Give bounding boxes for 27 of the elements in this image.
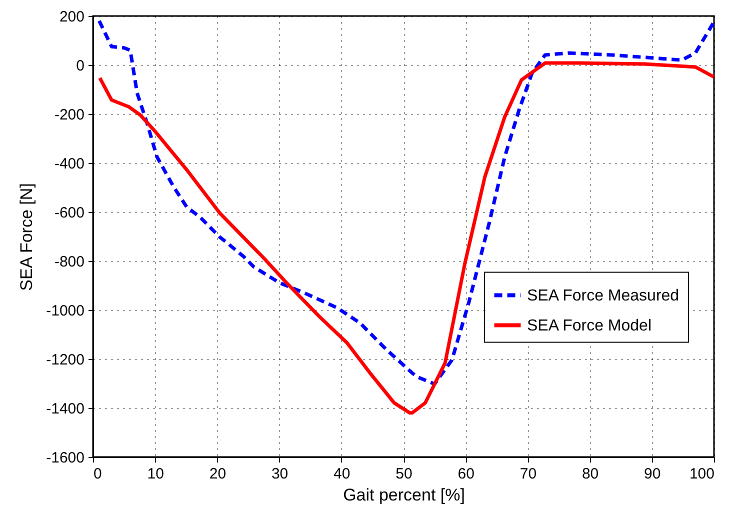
- x-tick-label: 0: [94, 466, 102, 482]
- x-tick-label: 40: [334, 466, 350, 482]
- line-series: [98, 61, 716, 415]
- y-tick-label: -1200: [46, 352, 84, 368]
- x-axis-title: Gait percent [%]: [343, 486, 465, 504]
- x-tick-label: 80: [582, 466, 599, 482]
- legend-label: SEA Force Measured: [527, 287, 680, 304]
- y-tick-label: -1000: [46, 302, 84, 320]
- legend-label: SEA Force Model: [527, 317, 652, 334]
- x-tick-label: 60: [458, 466, 474, 482]
- y-tick-label: -800: [54, 254, 84, 270]
- y-tick-label: 0: [76, 58, 84, 74]
- x-tick-label: 100: [689, 466, 714, 482]
- y-tick-label: -200: [54, 106, 84, 124]
- x-tick-label: 90: [644, 466, 661, 482]
- y-tick-label: -400: [54, 156, 84, 172]
- x-tick-label: 30: [271, 466, 288, 482]
- y-tick-label: 200: [59, 8, 84, 26]
- x-tick-label: 20: [209, 466, 226, 482]
- y-tick-label: -1400: [46, 400, 84, 418]
- y-tick-label: -1600: [46, 450, 84, 466]
- x-tick-label: 10: [147, 466, 164, 482]
- y-tick-label: -600: [54, 204, 84, 222]
- x-tick-label: 70: [520, 466, 537, 482]
- x-tick-label: 50: [396, 466, 412, 482]
- line-series: [97, 19, 716, 386]
- y-axis-title: SEA Force [N]: [17, 183, 36, 291]
